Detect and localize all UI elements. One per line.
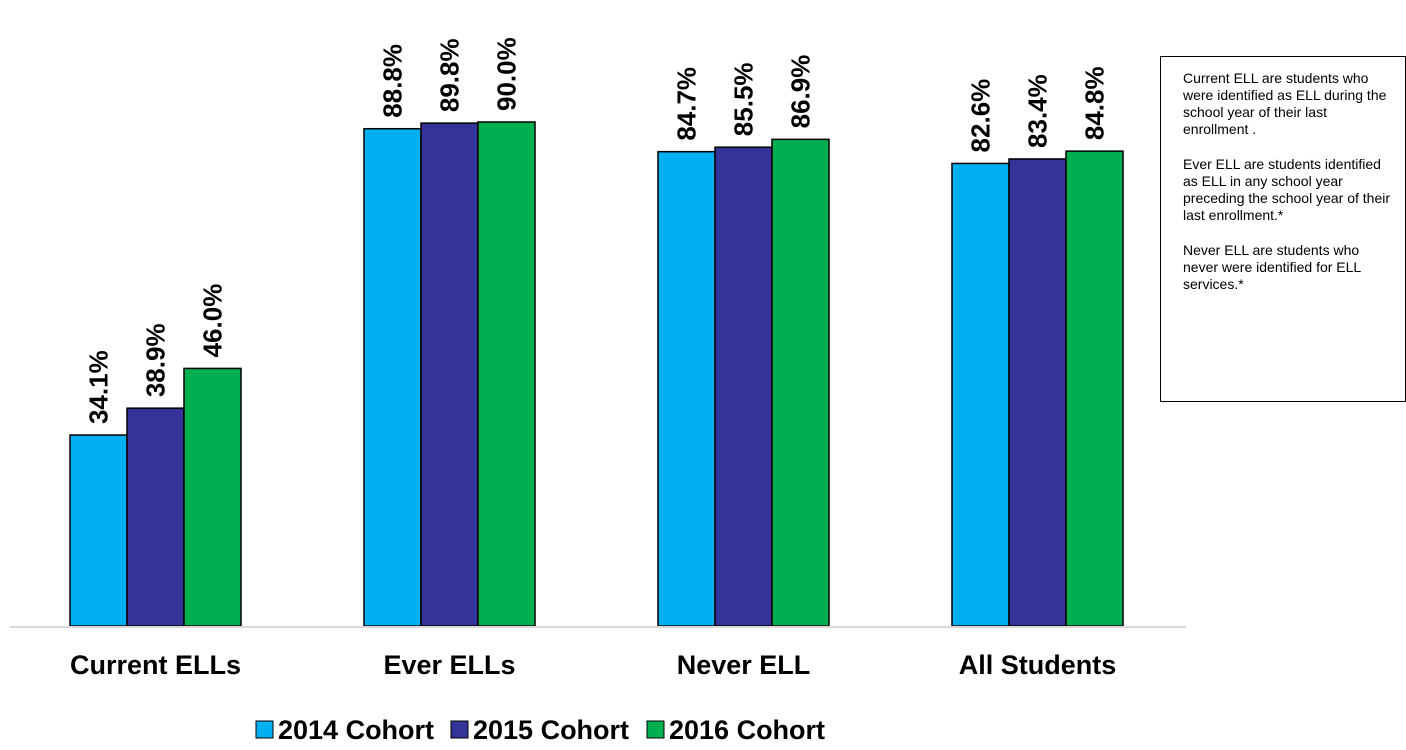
- bar-all-students-2015-cohort: [1008, 158, 1067, 627]
- value-label-never-ell-2014-cohort: 84.7%: [672, 67, 702, 141]
- bar-current-ells-2014-cohort: [69, 434, 128, 627]
- bar-current-ells-2016-cohort: [183, 367, 242, 627]
- category-labels-group: Current ELLs Ever ELLs Never ELL All Studen…: [70, 650, 1116, 680]
- value-label-ever-ells-2016-cohort: 90.0%: [492, 37, 522, 111]
- bar-ever-ells-2014-cohort: [363, 127, 422, 627]
- bar-current-ells-2015-cohort: [126, 407, 185, 627]
- value-label-all-students-2014-cohort: 82.6%: [966, 79, 996, 153]
- value-label-all-students-2015-cohort: 83.4%: [1023, 74, 1053, 148]
- legend-label-2015-cohort: 2015 Cohort: [473, 715, 629, 745]
- legend: 2014 Cohort 2015 Cohort 2016 Cohort: [255, 715, 825, 745]
- note-ever-ell: Ever ELL are students identified as ELL …: [1183, 156, 1391, 223]
- bar-never-ell-2016-cohort: [771, 138, 830, 627]
- value-label-ever-ells-2015-cohort: 89.8%: [435, 38, 465, 112]
- category-label-all-students: All Students: [959, 650, 1117, 680]
- definitions-note-box: Current ELL are students who were identi…: [1160, 56, 1406, 402]
- bar-all-students-2016-cohort: [1065, 150, 1124, 627]
- note-current-ell: Current ELL are students who were identi…: [1183, 70, 1387, 137]
- bar-never-ell-2015-cohort: [714, 146, 773, 627]
- value-label-never-ell-2016-cohort: 86.9%: [786, 55, 816, 129]
- note-never-ell: Never ELL are students who never were id…: [1183, 242, 1361, 292]
- bar-all-students-2014-cohort: [951, 162, 1010, 627]
- category-label-current-ells: Current ELLs: [70, 650, 241, 680]
- legend-label-2016-cohort: 2016 Cohort: [669, 715, 825, 745]
- legend-swatch-2016-cohort: [646, 720, 665, 739]
- legend-swatch-2015-cohort: [450, 720, 469, 739]
- category-label-never-ell: Never ELL: [677, 650, 811, 680]
- value-label-current-ells-2016-cohort: 46.0%: [198, 284, 228, 358]
- legend-swatch-2014-cohort: [255, 720, 274, 739]
- category-label-ever-ells: Ever ELLs: [383, 650, 515, 680]
- bar-never-ell-2014-cohort: [657, 150, 716, 627]
- value-label-ever-ells-2014-cohort: 88.8%: [378, 44, 408, 118]
- bar-ever-ells-2015-cohort: [420, 122, 479, 627]
- value-label-current-ells-2014-cohort: 34.1%: [84, 350, 114, 424]
- value-label-all-students-2016-cohort: 84.8%: [1080, 66, 1110, 140]
- bars-group: [69, 121, 1124, 627]
- bar-ever-ells-2016-cohort: [477, 121, 536, 627]
- legend-label-2014-cohort: 2014 Cohort: [278, 715, 434, 745]
- value-label-never-ell-2015-cohort: 85.5%: [729, 62, 759, 136]
- value-labels-group: 34.1% 38.9% 46.0% 88.8% 89.8% 90.0% 84.7% 85.5%…: [84, 37, 1110, 424]
- value-label-current-ells-2015-cohort: 38.9%: [141, 323, 171, 397]
